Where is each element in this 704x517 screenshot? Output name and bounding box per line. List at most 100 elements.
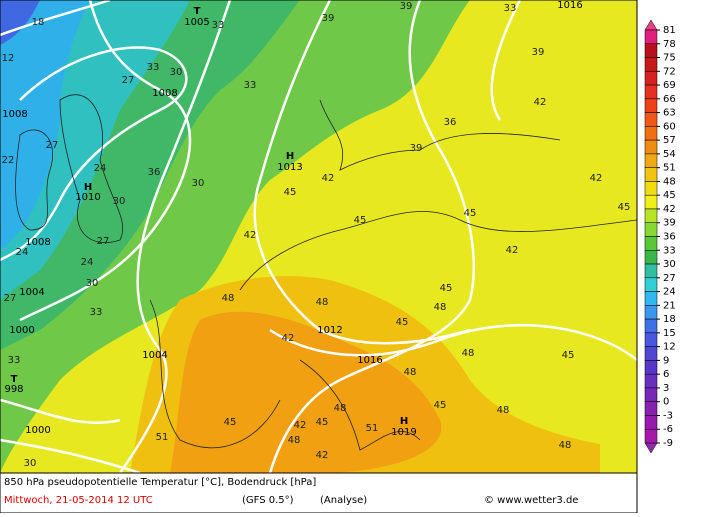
pressure-label: 1008 (2, 109, 27, 120)
legend-tick-label: 54 (663, 149, 676, 160)
temperature-label: 18 (32, 17, 45, 28)
legend-swatch (644, 98, 658, 113)
legend-tick-label: 42 (663, 204, 676, 215)
legend-tick-label: 21 (663, 300, 676, 311)
legend-swatch (644, 153, 658, 168)
temperature-label: 27 (46, 140, 59, 151)
temperature-label: 45 (464, 208, 477, 219)
temperature-label: 24 (81, 257, 94, 268)
temperature-label: 30 (24, 458, 37, 469)
legend-tick-label: 78 (663, 39, 676, 50)
legend-swatch (644, 401, 658, 416)
temperature-label: 33 (8, 355, 21, 366)
temperature-label: 39 (410, 143, 423, 154)
temperature-label: 22 (2, 155, 15, 166)
legend-tick-label: 51 (663, 163, 676, 174)
temperature-label: 45 (440, 283, 453, 294)
field-east (600, 0, 637, 473)
legend-swatch (644, 194, 658, 210)
legend-tick-label: 12 (663, 342, 676, 353)
legend-swatch (644, 415, 658, 430)
temperature-label: 48 (559, 440, 572, 451)
legend-swatch (644, 428, 658, 444)
temperature-label: 33 (147, 62, 160, 73)
legend-tick-label: 66 (663, 94, 676, 105)
legend-swatch (644, 277, 658, 292)
legend-tick-label: 6 (663, 369, 669, 380)
pressure-label: 1008 (152, 88, 177, 99)
caption-date: Mittwoch, 21-05-2014 12 UTC (4, 495, 153, 506)
temperature-label: 45 (284, 187, 297, 198)
pressure-label: 1013 (277, 162, 302, 173)
legend-tick-label: 9 (663, 355, 669, 366)
legend-tick-label: 36 (663, 232, 676, 243)
temperature-label: 42 (322, 173, 335, 184)
legend-swatch (644, 126, 658, 141)
field-darkblue (0, 0, 40, 45)
legend-swatch (644, 332, 658, 347)
temperature-label: 51 (156, 432, 169, 443)
legend-swatch (644, 263, 658, 279)
pressure-label: 1008 (25, 237, 50, 248)
temperature-label: 48 (404, 367, 417, 378)
legend-swatch (644, 29, 658, 45)
temperature-label: 39 (532, 47, 545, 58)
legend-tick-label: 15 (663, 328, 676, 339)
pressure-center: H (286, 151, 294, 162)
coastlines (15, 94, 638, 451)
temperature-label: 42 (590, 173, 603, 184)
legend-swatch (644, 43, 658, 58)
temperature-label: 42 (534, 97, 547, 108)
pressure-label: 1016 (557, 0, 582, 11)
field-blue (0, 0, 90, 250)
legend-swatch (644, 373, 658, 389)
pressure-label: 1012 (317, 325, 342, 336)
isobars (0, 0, 522, 474)
pressure-center: T (11, 374, 18, 385)
temperature-label: 33 (244, 80, 257, 91)
temperature-label: 36 (148, 167, 161, 178)
legend-tick-label: 0 (663, 397, 669, 408)
temperature-label: 36 (444, 117, 457, 128)
field-darkorange (170, 311, 442, 473)
pressure-label: 998 (4, 384, 23, 395)
legend-swatch (644, 57, 658, 72)
legend-swatch (644, 139, 658, 155)
legend-tick-label: -3 (663, 410, 673, 421)
temperature-label: 45 (224, 417, 237, 428)
temperature-label: 48 (288, 435, 301, 446)
legend-swatch (644, 318, 658, 334)
map-area (0, 0, 638, 475)
temperature-label: 51 (366, 423, 379, 434)
legend-swatch (644, 250, 658, 265)
legend-swatch (644, 387, 658, 402)
temperature-label: 45 (562, 350, 575, 361)
legend-tick-label: 69 (663, 80, 676, 91)
legend-tick-label: 57 (663, 135, 676, 146)
temperature-label: 45 (316, 417, 329, 428)
pressure-label: 1000 (25, 425, 50, 436)
legend-tick-label: -9 (663, 438, 673, 449)
temperature-label: 33 (504, 3, 517, 14)
temperature-label: 48 (316, 297, 329, 308)
legend-swatch (644, 222, 658, 237)
legend-swatch (644, 208, 658, 223)
legend-tick-label: 75 (663, 53, 676, 64)
temperature-label: 48 (497, 405, 510, 416)
temperature-label: 42 (244, 230, 257, 241)
pressure-label: 1010 (75, 192, 100, 203)
pressure-label: 1000 (9, 325, 34, 336)
pressure-center: H (84, 182, 92, 193)
legend-swatch (644, 291, 658, 306)
temperature-label: 12 (2, 53, 15, 64)
temperature-label: 42 (282, 333, 295, 344)
legend-swatch (644, 71, 658, 86)
caption-run: (Analyse) (320, 495, 367, 506)
pressure-label: 1019 (391, 427, 416, 438)
temperature-label: 30 (86, 278, 99, 289)
legend-swatch (644, 112, 658, 127)
temperature-label: 27 (97, 236, 110, 247)
pressure-center: H (400, 416, 408, 427)
legend-tick-label: 27 (663, 273, 676, 284)
legend-swatch (644, 84, 658, 100)
